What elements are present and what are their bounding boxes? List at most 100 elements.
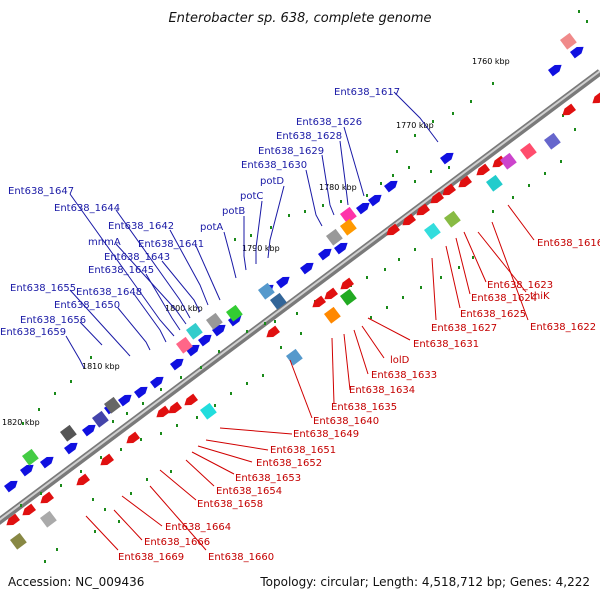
gene-label[interactable]: Ent638_1660	[208, 552, 274, 563]
gene-label[interactable]: Ent638_1652	[256, 458, 322, 469]
feature-block[interactable]	[560, 32, 577, 50]
feature-block[interactable]	[326, 228, 343, 246]
gene-label[interactable]: potB	[222, 206, 245, 217]
reverse-gene-arrow[interactable]	[154, 405, 171, 421]
forward-gene-arrow[interactable]	[368, 192, 384, 207]
feature-block[interactable]	[286, 348, 303, 366]
reverse-gene-arrow[interactable]	[440, 183, 457, 199]
feature-block[interactable]	[186, 322, 203, 340]
gene-label[interactable]: potA	[200, 222, 223, 233]
forward-gene-arrow[interactable]	[384, 178, 400, 193]
reverse-gene-arrow[interactable]	[338, 277, 355, 293]
feature-block[interactable]	[444, 210, 461, 228]
gene-label[interactable]: Ent638_1633	[371, 370, 437, 381]
gene-label[interactable]: Ent638_1617	[334, 87, 400, 98]
gene-label[interactable]: Ent638_1635	[331, 402, 397, 413]
feature-block[interactable]	[500, 152, 517, 170]
gene-label[interactable]: Ent638_1658	[197, 499, 263, 510]
reverse-gene-arrow[interactable]	[38, 491, 55, 507]
gene-label[interactable]: Ent638_1623	[487, 280, 553, 291]
forward-gene-arrow[interactable]	[170, 356, 186, 371]
gene-label[interactable]: Ent638_1624	[471, 293, 537, 304]
gene-label[interactable]: Ent638_1642	[108, 221, 174, 232]
forward-gene-arrow[interactable]	[4, 478, 20, 493]
forward-gene-arrow[interactable]	[318, 246, 334, 261]
reverse-gene-arrow[interactable]	[414, 203, 431, 219]
gene-label[interactable]: Ent638_1627	[431, 323, 497, 334]
feature-block[interactable]	[40, 510, 57, 528]
reverse-gene-arrow[interactable]	[560, 103, 577, 119]
gene-label[interactable]: Ent638_1640	[313, 416, 379, 427]
reverse-gene-arrow[interactable]	[4, 513, 21, 529]
gene-label[interactable]: Ent638_1625	[460, 309, 526, 320]
reverse-gene-arrow[interactable]	[124, 431, 141, 447]
feature-block[interactable]	[10, 532, 27, 550]
forward-gene-arrow[interactable]	[570, 44, 586, 59]
gene-label[interactable]: Ent638_1648	[76, 287, 142, 298]
reverse-gene-arrow[interactable]	[20, 503, 37, 519]
feature-block[interactable]	[520, 142, 537, 160]
reverse-gene-arrow[interactable]	[74, 473, 91, 489]
reverse-gene-arrow[interactable]	[456, 175, 473, 191]
feature-block[interactable]	[544, 132, 561, 150]
reverse-gene-arrow[interactable]	[264, 325, 281, 341]
feature-block[interactable]	[340, 218, 357, 236]
reverse-gene-arrow[interactable]	[310, 295, 327, 311]
feature-block[interactable]	[92, 410, 109, 428]
gene-label[interactable]: Ent638_1629	[258, 146, 324, 157]
gene-label[interactable]: Ent638_1634	[349, 385, 415, 396]
feature-block[interactable]	[258, 282, 275, 300]
gene-label[interactable]: Ent638_1651	[270, 445, 336, 456]
feature-block[interactable]	[200, 402, 217, 420]
feature-block[interactable]	[225, 304, 243, 322]
gene-label[interactable]: potC	[240, 191, 263, 202]
feature-block[interactable]	[486, 174, 503, 192]
gene-label[interactable]: Ent638_1616	[537, 238, 600, 249]
feature-block[interactable]	[270, 292, 287, 310]
gene-label[interactable]: Ent638_1622	[530, 322, 596, 333]
gene-label[interactable]: Ent638_1650	[54, 300, 120, 311]
forward-gene-arrow[interactable]	[20, 462, 36, 477]
forward-gene-arrow[interactable]	[118, 392, 134, 407]
gene-label[interactable]: Ent638_1645	[88, 265, 154, 276]
gene-label[interactable]: Ent638_1626	[296, 117, 362, 128]
gene-label[interactable]: Ent638_1654	[216, 486, 282, 497]
gene-label[interactable]: thiK	[530, 291, 550, 302]
gene-label[interactable]: Ent638_1655	[10, 283, 76, 294]
gene-label[interactable]: Ent638_1666	[144, 537, 210, 548]
forward-gene-arrow[interactable]	[40, 454, 56, 469]
reverse-gene-arrow[interactable]	[474, 163, 491, 179]
gene-label[interactable]: Ent638_1631	[413, 339, 479, 350]
forward-gene-arrow[interactable]	[356, 200, 372, 215]
gene-label[interactable]: Ent638_1628	[276, 131, 342, 142]
forward-gene-arrow[interactable]	[548, 62, 564, 77]
forward-gene-arrow[interactable]	[300, 260, 316, 275]
feature-block[interactable]	[60, 424, 77, 442]
forward-gene-arrow[interactable]	[334, 240, 350, 255]
feature-block[interactable]	[206, 312, 223, 330]
gene-label[interactable]: Ent638_1641	[138, 239, 204, 250]
reverse-gene-arrow[interactable]	[384, 223, 401, 239]
gene-label[interactable]: Ent638_1664	[165, 522, 231, 533]
feature-block[interactable]	[324, 306, 341, 324]
feature-block[interactable]	[340, 206, 357, 224]
feature-block[interactable]	[340, 288, 357, 306]
gene-label[interactable]: Ent638_1630	[241, 160, 307, 171]
gene-label[interactable]: Ent638_1649	[293, 429, 359, 440]
forward-gene-arrow[interactable]	[276, 274, 292, 289]
reverse-gene-arrow[interactable]	[428, 191, 445, 207]
feature-block[interactable]	[22, 448, 39, 466]
feature-block[interactable]	[104, 396, 121, 414]
gene-label[interactable]: Ent638_1653	[235, 473, 301, 484]
feature-block[interactable]	[176, 336, 193, 354]
reverse-gene-arrow[interactable]	[98, 453, 115, 469]
gene-label[interactable]: Ent638_1659	[0, 327, 66, 338]
forward-gene-arrow[interactable]	[440, 150, 456, 165]
feature-block[interactable]	[424, 222, 441, 240]
forward-gene-arrow[interactable]	[134, 384, 150, 399]
gene-label[interactable]: potD	[260, 176, 284, 187]
forward-gene-arrow[interactable]	[82, 422, 98, 437]
gene-label[interactable]: Ent638_1656	[20, 315, 86, 326]
gene-label[interactable]: lolD	[390, 355, 410, 366]
reverse-gene-arrow[interactable]	[182, 393, 199, 409]
